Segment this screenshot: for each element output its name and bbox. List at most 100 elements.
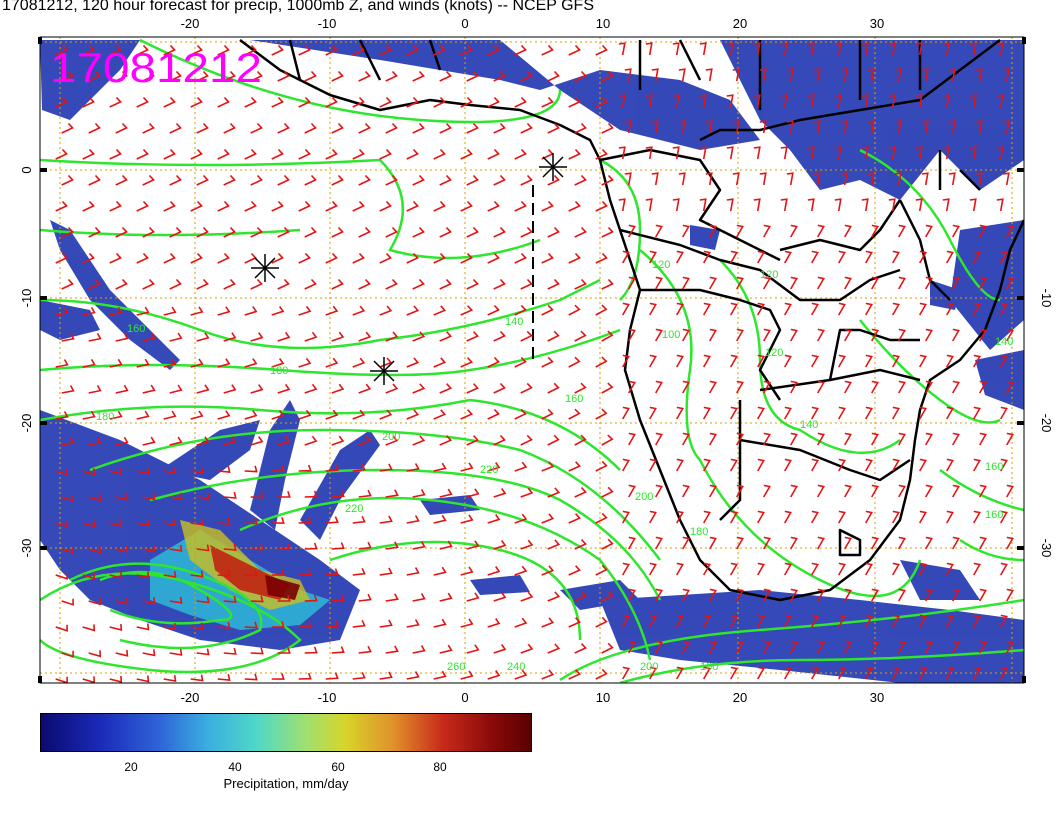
wind-barb [142,545,156,553]
wind-barb [547,643,561,654]
wind-barb [1000,250,1008,264]
wind-barb [325,305,339,316]
wind-barb [379,252,392,264]
wind-barb [304,542,318,550]
wind-barb [894,120,902,134]
wind-barb [817,432,825,446]
wind-barb [892,562,900,576]
wind-barb [487,408,500,420]
wind-barb [109,623,123,631]
wind-barb [82,252,95,264]
wind-barb [757,406,765,420]
wind-barb [898,484,906,498]
wind-barb [250,491,264,499]
wind-barb [142,384,156,394]
wind-barb [433,96,446,108]
wind-barb [844,380,852,394]
wind-barb [628,328,636,342]
wind-barb [277,595,291,602]
storm-markers [251,153,567,385]
wind-barb [217,622,231,629]
wind-barb [1006,640,1014,654]
wind-barb [466,592,480,602]
height-contours [40,38,1024,683]
wind-barb [813,172,821,186]
wind-barb [726,146,734,160]
wind-barb [1000,458,1008,472]
wind-barb [915,42,923,56]
wind-barb [547,174,560,186]
wind-barb [946,510,954,524]
wind-barb [163,148,176,160]
wind-barb [304,383,318,394]
wind-barb [682,640,690,654]
wind-barb [817,328,825,342]
wind-barb [736,640,744,654]
wind-barb [55,572,68,580]
wind-barb [703,510,711,524]
wind-barb [541,408,554,420]
wind-barb [568,669,581,680]
wind-barb [973,354,981,368]
wind-barb [628,224,636,238]
wind-barb [385,331,399,342]
wind-barb [136,200,149,212]
wind-barb [817,224,825,238]
wind-barb [304,331,318,342]
wind-barb [142,122,155,134]
wind-barb [844,432,852,446]
wind-barb [888,198,896,212]
wind-barb [786,172,794,186]
wind-barb [379,305,393,316]
wind-barb [169,492,183,500]
wind-barb [196,332,210,342]
wind-barb [732,120,740,134]
wind-barb [439,488,453,498]
wind-barb [547,122,560,134]
wind-barb [433,514,447,524]
wind-barb [61,650,74,658]
wind-barb [433,44,446,56]
wind-barb [541,565,555,576]
wind-barb [142,493,156,501]
wind-barb [601,434,614,446]
wind-barb [541,304,554,316]
wind-barb [973,614,981,628]
wind-barb [163,466,177,474]
wind-barb [865,562,873,576]
wind-barb [223,384,237,394]
wind-barb [1006,380,1014,394]
lat-label: -20 [19,414,34,433]
wind-barb [709,640,717,654]
wind-barb [628,276,636,290]
contour-label: 160 [985,461,1003,473]
wind-barb [1000,354,1008,368]
wind-barb [709,536,717,550]
wind-barb [250,278,263,290]
wind-barb [115,278,128,290]
wind-barbs [55,42,1014,683]
wind-barb [541,200,554,212]
wind-barb [622,302,630,316]
wind-barb [514,461,528,472]
wind-barb [975,68,983,82]
wind-barb [840,68,848,82]
wind-barb [676,406,684,420]
lon-label: -20 [181,690,200,705]
wind-barb [244,358,258,368]
wind-barb [460,200,473,212]
wind-barb [736,276,744,290]
wind-barb [784,354,792,368]
wind-barb [460,670,474,680]
wind-barb [676,562,684,576]
lat-label: -30 [1039,539,1054,558]
wind-barb [790,588,798,602]
wind-barb [55,307,69,316]
wind-barb [547,226,560,238]
wind-barb [61,278,74,290]
wind-barb [379,200,392,212]
lon-label: 20 [733,690,747,705]
contour-label: 200 [640,661,658,673]
wind-barb [807,146,815,160]
wind-barb [514,617,528,628]
